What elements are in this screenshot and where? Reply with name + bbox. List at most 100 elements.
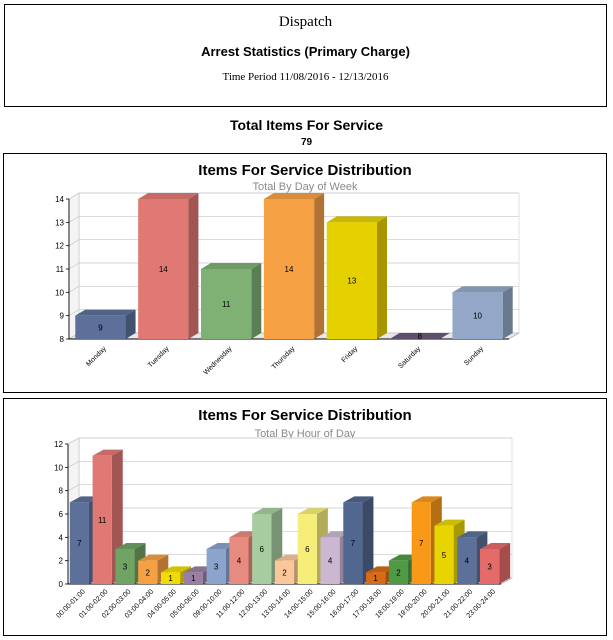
gridline xyxy=(68,192,519,200)
data-label: 2 xyxy=(282,568,287,577)
data-label: 1 xyxy=(373,574,378,583)
bar xyxy=(206,543,237,584)
x-tick-label: Sunday xyxy=(463,345,485,367)
data-label: 4 xyxy=(328,557,333,566)
bar xyxy=(263,193,325,339)
bar-top xyxy=(457,531,488,538)
bar-top xyxy=(434,519,465,526)
y-tick-label: 9 xyxy=(60,312,65,321)
gridline xyxy=(68,215,519,223)
bar-top xyxy=(263,193,325,199)
bar xyxy=(343,496,374,584)
bar-side xyxy=(251,263,262,339)
bar-top xyxy=(183,566,214,573)
x-tick-label: Tuesday xyxy=(147,345,171,369)
bar-top xyxy=(452,286,513,293)
gridline xyxy=(67,484,512,491)
bar-top xyxy=(343,496,374,503)
bar-front xyxy=(75,315,126,339)
y-tick-label: 6 xyxy=(59,510,64,519)
bar-front xyxy=(343,502,363,584)
bar-top xyxy=(229,531,260,538)
bar-front xyxy=(206,549,226,584)
data-label: 14 xyxy=(159,265,168,274)
total-items-label: Total Items For Service xyxy=(229,117,383,133)
x-tick-label: Monday xyxy=(85,345,108,368)
bar xyxy=(75,309,136,339)
chart-subtitle: Total By Hour of Day xyxy=(255,428,356,440)
x-tick-label: Thursday xyxy=(271,345,297,371)
bar-front xyxy=(434,525,454,584)
hour-of-day-chart-panel: Items For Service Distribution Total By H… xyxy=(3,398,607,636)
bar-top xyxy=(160,566,192,573)
y-tick-label: 2 xyxy=(59,557,64,566)
data-label: 9 xyxy=(98,323,103,332)
bar-front xyxy=(326,222,377,339)
bar-top xyxy=(320,531,351,538)
bar-front xyxy=(115,549,135,584)
bar-top xyxy=(326,216,387,223)
y-tick-label: 10 xyxy=(54,463,63,472)
bar-front xyxy=(297,514,317,584)
data-label: 7 xyxy=(77,539,82,548)
data-label: 6 xyxy=(259,545,264,554)
gridline xyxy=(67,460,512,468)
bar-front xyxy=(411,502,431,584)
data-label: 8 xyxy=(417,332,422,341)
bar-front xyxy=(160,572,181,584)
bar-front xyxy=(92,455,112,584)
day-of-week-chart-panel: Items For Service Distribution Total By D… xyxy=(3,153,607,393)
data-label: 6 xyxy=(305,545,310,554)
bar xyxy=(201,263,262,339)
bar-front xyxy=(263,199,315,339)
y-tick-label: 14 xyxy=(55,195,64,204)
data-label: 10 xyxy=(473,312,482,321)
data-label: 2 xyxy=(146,568,151,577)
bar xyxy=(480,543,511,584)
data-label: 11 xyxy=(98,516,107,525)
data-label: 4 xyxy=(237,557,242,566)
time-period: Time Period 11/08/2016 - 12/13/2016 xyxy=(222,71,389,83)
bar-front xyxy=(480,549,500,584)
bar xyxy=(452,286,513,339)
bar-top xyxy=(366,566,397,573)
bar-top xyxy=(389,333,450,339)
bar xyxy=(138,193,199,339)
bar xyxy=(389,333,450,339)
data-label: 3 xyxy=(123,563,128,572)
bar-top xyxy=(69,496,100,503)
data-label: 5 xyxy=(442,551,447,560)
bar-top xyxy=(274,554,306,561)
bar-side xyxy=(377,216,387,339)
bar-front xyxy=(69,502,89,584)
bar-top xyxy=(206,543,237,549)
gridline xyxy=(67,437,512,445)
chart-subtitle: Total By Day of Week xyxy=(253,181,358,193)
bar-front xyxy=(252,514,272,584)
chart-title: Items For Service Distribution xyxy=(198,407,411,424)
x-tick-label: Wednesday xyxy=(203,345,234,376)
bar-front xyxy=(274,560,295,584)
data-label: 3 xyxy=(487,563,492,572)
data-label: 7 xyxy=(419,539,424,548)
y-tick-label: 8 xyxy=(60,335,65,344)
data-label: 4 xyxy=(465,557,470,566)
data-label: 1 xyxy=(168,574,173,583)
report-title: Arrest Statistics (Primary Charge) xyxy=(201,44,410,59)
bar-front xyxy=(388,560,409,584)
bar-front xyxy=(366,572,386,584)
y-tick-label: 13 xyxy=(55,218,64,227)
bar-top xyxy=(75,309,136,316)
bar-side xyxy=(362,496,374,584)
bar-front xyxy=(320,537,340,584)
bar-top xyxy=(388,554,420,561)
bar-front xyxy=(457,537,477,584)
bar-side xyxy=(188,193,199,339)
bar-top xyxy=(201,263,262,269)
bar-top xyxy=(297,508,328,514)
bar xyxy=(326,216,387,339)
bar-top xyxy=(480,543,511,549)
data-label: 11 xyxy=(222,300,231,309)
y-tick-label: 12 xyxy=(54,440,63,449)
data-label: 2 xyxy=(396,568,401,577)
